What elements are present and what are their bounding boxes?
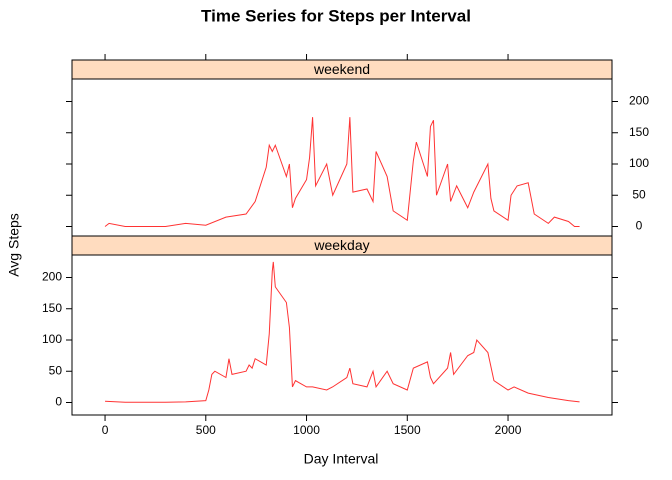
- y-tick-label: 50: [632, 187, 646, 201]
- line: [104, 117, 580, 227]
- strip-label: weekday: [313, 237, 369, 253]
- x-tick-label: 1000: [293, 423, 320, 437]
- line: [105, 261, 580, 403]
- x-tick-label: 500: [196, 423, 216, 437]
- x-tick-label: 0: [102, 423, 109, 437]
- y-tick-label: 100: [42, 332, 62, 346]
- y-axis-label: Avg Steps: [6, 213, 22, 277]
- chart-title: Time Series for Steps per Interval: [201, 6, 471, 25]
- panel: [71, 254, 613, 416]
- y-tick-label: 150: [629, 125, 649, 139]
- y-tick-label: 0: [636, 219, 643, 233]
- y-tick-label: 100: [629, 156, 649, 170]
- x-axis-label: Day Interval: [304, 451, 379, 467]
- strip-label: weekend: [313, 61, 370, 77]
- x-tick-label: 2000: [495, 423, 522, 437]
- x-tick-label: 1500: [394, 423, 421, 437]
- y-tick-label: 50: [49, 363, 63, 377]
- y-tick-label: 150: [42, 301, 62, 315]
- y-tick-label: 200: [42, 270, 62, 284]
- y-tick-label: 0: [55, 395, 62, 409]
- y-tick-label: 200: [629, 94, 649, 108]
- panel: [71, 78, 613, 240]
